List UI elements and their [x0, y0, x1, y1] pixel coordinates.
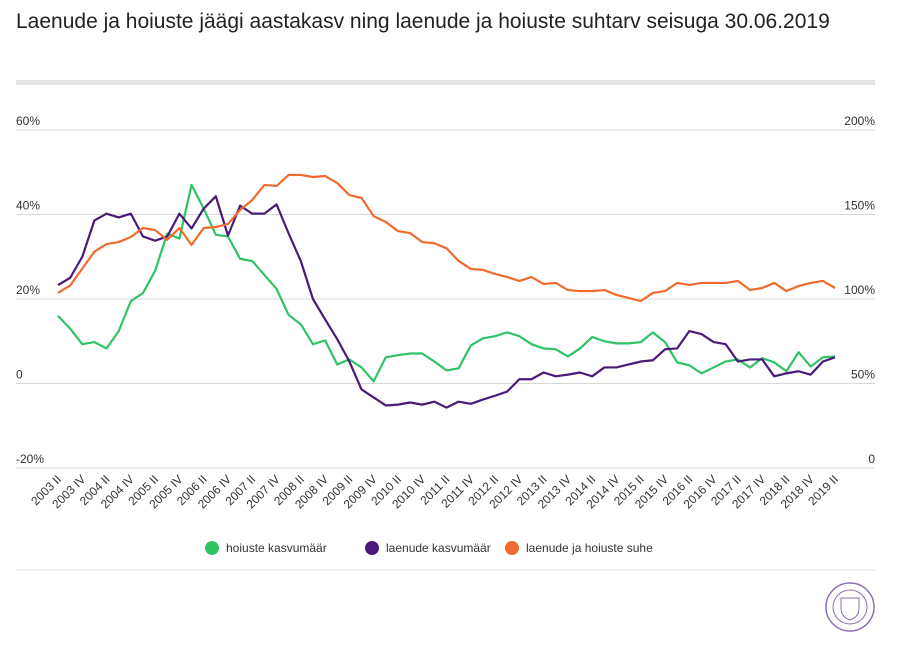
logo	[825, 582, 875, 632]
legend-marker	[505, 541, 519, 555]
y2-tick-label: 100%	[844, 283, 875, 297]
y-tick-label: -20%	[16, 452, 44, 466]
legend-label: laenude ja hoiuste suhe	[526, 541, 653, 555]
y-tick-label: 20%	[16, 283, 40, 297]
legend-label: hoiuste kasvumäär	[226, 541, 327, 555]
legend-marker	[365, 541, 379, 555]
series-line	[57, 173, 836, 303]
y-tick-label: 40%	[16, 199, 40, 213]
y-tick-label: 0	[16, 368, 23, 382]
title-rule	[16, 80, 875, 85]
y2-tick-label: 200%	[844, 114, 875, 128]
y-tick-label: 60%	[16, 114, 40, 128]
series-line	[57, 183, 836, 383]
legend-marker	[205, 541, 219, 555]
y2-tick-label: 150%	[844, 199, 875, 213]
y2-tick-label: 50%	[851, 368, 875, 382]
y2-tick-label: 0	[868, 452, 875, 466]
legend-label: laenude kasvumäär	[386, 541, 491, 555]
series-line	[57, 195, 836, 409]
chart-title: Laenude ja hoiuste jäägi aastakasv ning …	[16, 10, 830, 33]
